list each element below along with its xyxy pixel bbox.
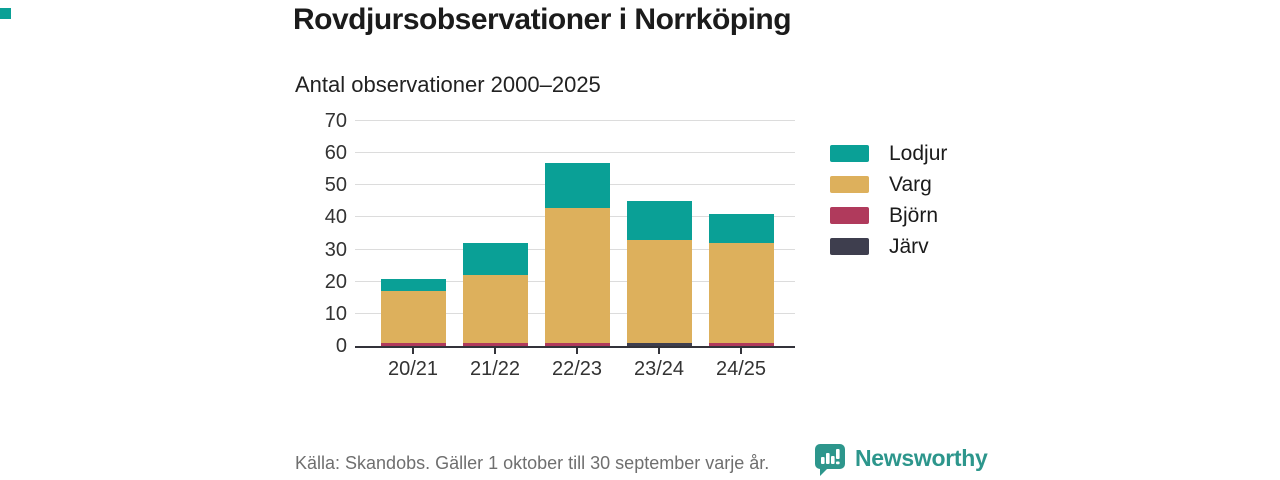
bar-segment-24-25-varg — [708, 243, 774, 343]
legend-label-järv: Järv — [889, 234, 929, 258]
bar-segment-21-22-varg — [462, 275, 528, 343]
x-tick-21-22 — [494, 347, 496, 354]
bar-segment-23-24-varg — [626, 239, 692, 343]
x-tick-label-22-23: 22/23 — [551, 358, 603, 380]
y-tick-label-70: 70 — [324, 110, 347, 132]
legend-item-lodjur: Lodjur — [830, 138, 947, 169]
newsworthy-bubble-chart-icon — [814, 443, 847, 480]
x-tick-20-21 — [412, 347, 414, 354]
newsworthy-logo: Newsworthy — [814, 443, 988, 480]
legend-swatch-varg — [830, 176, 869, 193]
x-tick-23-24 — [658, 347, 660, 354]
plot-area — [355, 120, 795, 348]
y-tick-label-40: 40 — [324, 206, 347, 229]
bar-segment-20-21-lodjur — [380, 278, 446, 292]
y-tick-label-20: 20 — [324, 270, 347, 293]
legend-label-lodjur: Lodjur — [889, 141, 948, 165]
bar-segment-22-23-lodjur — [544, 162, 610, 208]
gridline-y70 — [355, 120, 795, 121]
legend-item-björn: Björn — [830, 200, 947, 231]
y-tick-label-60: 60 — [324, 142, 347, 165]
x-tick-label-23-24: 23/24 — [633, 358, 685, 380]
bar-segment-20-21-varg — [380, 291, 446, 343]
corner-accent-square — [0, 8, 11, 19]
legend-swatch-järv — [830, 238, 869, 255]
legend-label-björn: Björn — [889, 203, 939, 227]
bar-segment-21-22-björn — [462, 342, 528, 346]
bar-segment-23-24-järv — [626, 342, 692, 346]
bar-segment-20-21-björn — [380, 342, 446, 346]
source-note: Källa: Skandobs. Gäller 1 oktober till 3… — [295, 453, 770, 473]
x-axis-line — [355, 346, 795, 348]
newsworthy-wordmark: Newsworthy — [855, 445, 988, 471]
x-tick-label-21-22: 21/22 — [469, 358, 521, 380]
bar-segment-24-25-björn — [708, 342, 774, 346]
bar-segment-23-24-lodjur — [626, 201, 692, 240]
y-tick-label-50: 50 — [324, 174, 347, 197]
y-tick-label-0: 0 — [335, 335, 347, 357]
chart-subtitle: Antal observationer 2000–2025 — [295, 72, 601, 97]
y-tick-label-30: 30 — [324, 238, 347, 261]
bar-segment-22-23-björn — [544, 342, 610, 346]
legend-item-varg: Varg — [830, 169, 947, 200]
legend: Lodjur Varg Björn Järv — [830, 138, 947, 262]
x-tick-label-24-25: 24/25 — [715, 358, 767, 380]
x-tick-22-23 — [576, 347, 578, 354]
bar-segment-24-25-lodjur — [708, 214, 774, 244]
page-title: Rovdjursobservationer i Norrköping — [293, 3, 792, 36]
legend-swatch-björn — [830, 207, 869, 224]
bar-segment-21-22-lodjur — [462, 243, 528, 276]
bar-segment-22-23-varg — [544, 207, 610, 343]
x-tick-label-20-21: 20/21 — [387, 358, 439, 380]
gridline-y60 — [355, 152, 795, 154]
legend-item-järv: Järv — [830, 231, 947, 262]
legend-swatch-lodjur — [830, 145, 869, 162]
x-tick-24-25 — [740, 347, 742, 354]
y-tick-label-10: 10 — [324, 302, 347, 325]
legend-label-varg: Varg — [889, 172, 932, 196]
